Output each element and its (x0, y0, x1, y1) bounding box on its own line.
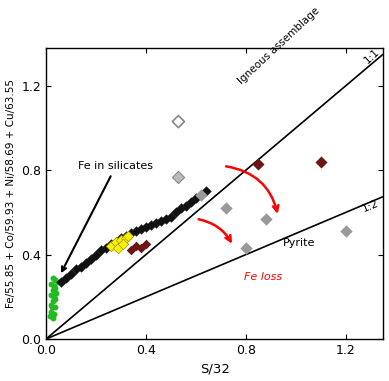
Point (55, 279, 61, 285)
Point (148, 222, 154, 228)
Point (143, 241, 149, 247)
Point (51, 294, 57, 300)
Point (123, 235, 129, 241)
Point (120, 241, 126, 247)
Point (108, 243, 114, 249)
Point (103, 245, 109, 251)
Point (168, 214, 174, 220)
Point (128, 247, 134, 253)
Y-axis label: Fe/55.85 + Co/59.93 + Ni/58.69 + Cu/63.55: Fe/55.85 + Co/59.93 + Ni/58.69 + Cu/63.5… (5, 79, 16, 308)
Point (178, 205, 184, 211)
Point (50, 298, 56, 304)
Point (53, 285, 59, 291)
Point (128, 231, 134, 237)
Point (263, 216, 269, 222)
Text: Fe loss: Fe loss (244, 272, 282, 282)
Point (243, 245, 249, 251)
Point (48, 291, 54, 298)
Point (255, 161, 261, 167)
Point (133, 228, 139, 234)
Point (188, 199, 194, 205)
Point (48, 309, 54, 315)
Point (68, 271, 74, 277)
Point (175, 173, 182, 179)
Point (123, 232, 129, 239)
Point (133, 243, 139, 249)
Point (138, 226, 144, 232)
Point (115, 245, 121, 251)
Point (183, 203, 189, 209)
Point (53, 296, 59, 302)
Point (51, 311, 57, 317)
Point (118, 237, 124, 243)
Text: Igneous assemblage: Igneous assemblage (236, 5, 321, 86)
Point (73, 266, 79, 272)
Point (49, 304, 55, 311)
Point (93, 251, 99, 258)
Point (143, 224, 149, 230)
X-axis label: S/32: S/32 (200, 362, 230, 375)
Point (108, 241, 114, 247)
Point (88, 256, 94, 262)
Point (51, 283, 57, 289)
Point (50, 275, 56, 281)
Point (113, 239, 119, 245)
Point (83, 260, 89, 266)
Point (78, 264, 84, 270)
Point (98, 247, 104, 253)
Point (58, 279, 64, 285)
Point (53, 277, 59, 283)
Point (193, 195, 199, 201)
Point (53, 304, 59, 311)
Point (48, 302, 54, 308)
Point (175, 118, 182, 125)
Point (53, 290, 60, 296)
Point (318, 158, 324, 165)
Point (158, 218, 164, 224)
Point (203, 188, 209, 194)
Text: Pyrite: Pyrite (283, 238, 316, 248)
Point (343, 228, 349, 234)
Point (48, 281, 54, 287)
Point (138, 245, 144, 251)
Point (173, 209, 179, 215)
Point (125, 232, 131, 239)
Point (198, 192, 204, 199)
Point (50, 287, 56, 293)
Point (63, 275, 69, 281)
Point (113, 239, 119, 245)
Point (118, 235, 124, 241)
Text: Fe in silicates: Fe in silicates (62, 161, 153, 271)
Point (163, 216, 169, 222)
Point (50, 315, 56, 321)
Text: 1:1: 1:1 (362, 47, 381, 66)
Point (198, 192, 204, 199)
Point (47, 313, 54, 319)
Point (223, 205, 229, 211)
Text: 1:2: 1:2 (361, 198, 380, 213)
Point (153, 220, 159, 226)
